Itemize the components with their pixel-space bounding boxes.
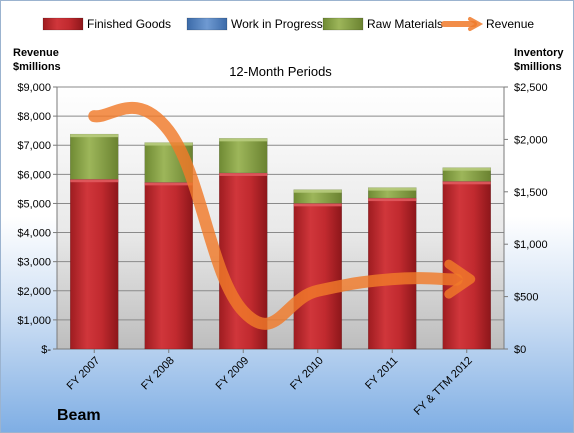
legend-swatch-revenue-arrow: [468, 17, 484, 31]
y-left-tick-label: $8,000: [17, 111, 51, 123]
y-left-tick-label: $4,000: [17, 228, 51, 240]
bar-finished-goods: [70, 178, 119, 350]
y-left-tick-label: $9,000: [17, 82, 51, 94]
y-right-tick-label: $2,000: [514, 134, 548, 146]
brand-label: Beam: [57, 407, 101, 424]
bar-finished-goods: [293, 203, 342, 350]
bar-cap-finished-goods: [70, 179, 119, 183]
x-tick-label: FY 2009: [214, 355, 252, 393]
bar-cap-raw-materials: [70, 134, 119, 138]
bar-cap-raw-materials: [144, 142, 193, 146]
x-tick-label: FY 2011: [363, 355, 400, 392]
y-right-axis-title: $millions: [514, 61, 562, 73]
y-left-tick-label: $6,000: [17, 169, 51, 181]
y-left-axis-title: $millions: [13, 61, 61, 73]
bar-cap-raw-materials: [442, 167, 491, 171]
y-left-tick-label: $7,000: [17, 140, 51, 152]
bar-cap-raw-materials: [293, 189, 342, 193]
bar-cap-finished-goods: [144, 182, 193, 186]
y-right-tick-label: $1,000: [514, 239, 548, 251]
plot-area: [57, 87, 504, 349]
y-left-axis-title: Revenue: [13, 47, 59, 59]
y-right-tick-label: $2,500: [514, 82, 548, 94]
legend-label: Work in Progress: [231, 17, 323, 31]
y-left-tick-label: $3,000: [17, 257, 51, 269]
y-right-tick-label: $1,500: [514, 187, 548, 199]
revenue-line: [88, 102, 463, 330]
y-left-tick-label: $-: [41, 344, 51, 356]
legend-swatch-raw-materials: [322, 17, 364, 31]
bar-cap-finished-goods: [219, 172, 268, 176]
revenue-arrowhead: [444, 259, 476, 299]
y-left-tick-label: $1,000: [17, 315, 51, 327]
x-tick-label: FY 2008: [139, 355, 177, 393]
y-right-tick-label: $500: [514, 292, 538, 304]
legend-label: Revenue: [486, 17, 534, 31]
legend-label: Finished Goods: [87, 17, 171, 31]
legend-label: Raw Materials: [367, 17, 443, 31]
bar-raw-materials: [70, 133, 119, 180]
bar-finished-goods: [144, 182, 193, 350]
bar-raw-materials: [219, 138, 268, 174]
x-tick-label: FY 2007: [65, 355, 103, 393]
legend-swatch-work-in-progress: [186, 17, 228, 31]
legend-swatch-finished-goods: [42, 17, 84, 31]
y-right-axis-title: Inventory: [514, 47, 564, 59]
bar-cap-raw-materials: [219, 138, 268, 142]
x-tick-label: FY & TTM 2012: [412, 355, 475, 418]
bar-cap-finished-goods: [442, 181, 491, 185]
bar-cap-finished-goods: [368, 198, 417, 202]
bar-cap-raw-materials: [368, 187, 417, 191]
chart-title: 12-Month Periods: [229, 64, 332, 79]
y-right-tick-label: $0: [514, 344, 526, 356]
bar-cap-finished-goods: [293, 203, 342, 207]
x-tick-label: FY 2010: [288, 355, 326, 393]
y-left-tick-label: $5,000: [17, 198, 51, 210]
y-left-tick-label: $2,000: [17, 286, 51, 298]
